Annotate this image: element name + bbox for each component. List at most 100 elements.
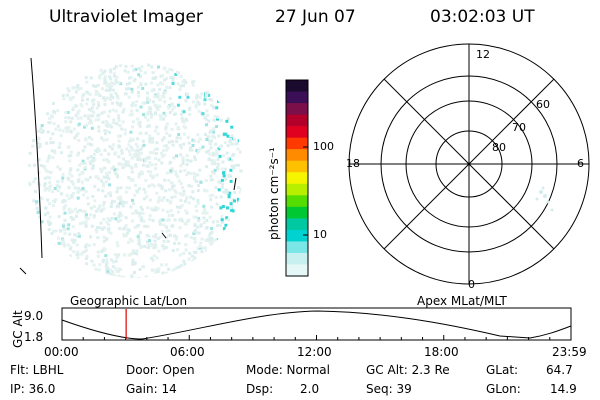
globe-pixel (226, 117, 230, 121)
globe-pixel (161, 149, 165, 153)
globe-pixel (67, 145, 71, 149)
globe-pixel (191, 259, 195, 263)
globe-pixel (56, 124, 60, 128)
globe-pixel (183, 199, 187, 203)
strip-x-ticks (61, 335, 572, 340)
globe-pixel (84, 213, 88, 217)
globe-pixel (229, 179, 233, 183)
globe-pixel (46, 211, 50, 215)
globe-pixel (138, 268, 142, 271)
globe-pixel (103, 69, 107, 73)
globe-pixel (96, 114, 100, 118)
globe-pixel (74, 113, 78, 117)
globe-pixel (115, 122, 119, 126)
globe-pixel (107, 230, 111, 234)
globe-pixel (177, 265, 181, 269)
globe-pixel (68, 96, 72, 100)
globe-pixel (162, 67, 166, 71)
globe-pixel (165, 131, 169, 135)
globe-pixel (153, 95, 157, 99)
globe-pixel (227, 195, 231, 199)
globe-pixel (135, 100, 139, 103)
globe-pixel (153, 243, 157, 247)
globe-pixel (117, 81, 121, 84)
globe-pixel (53, 200, 57, 203)
globe-pixel (125, 82, 129, 86)
globe-pixel (137, 237, 141, 241)
globe-pixel (197, 219, 201, 223)
globe-pixel (54, 197, 58, 201)
globe-pixel (84, 138, 88, 142)
globe-pixel (31, 144, 35, 148)
globe-pixel (134, 154, 138, 158)
globe-pixel (100, 111, 104, 115)
globe-pixel (156, 132, 160, 136)
globe-pixel (142, 219, 146, 223)
globe-pixel (51, 132, 55, 136)
globe-pixel (213, 168, 217, 172)
globe-pixel (226, 144, 230, 148)
globe-pixel (94, 85, 97, 89)
polar-diagonal-1 (383, 78, 555, 250)
globe-pixel (143, 244, 147, 248)
globe-pixel (204, 133, 207, 136)
globe-pixel (228, 174, 232, 178)
globe-pixel (48, 186, 52, 190)
globe-pixel (214, 195, 218, 199)
globe-pixel (96, 236, 100, 240)
globe-pixel (158, 105, 162, 108)
globe-pixel (101, 120, 105, 124)
globe-pixel (166, 105, 170, 109)
globe-pixel (192, 79, 196, 83)
globe-pixel (165, 229, 169, 233)
gain-status: Gain: 14 (126, 382, 177, 396)
globe-pixel (215, 202, 219, 206)
globe-pixel (212, 152, 216, 156)
globe-pixel (209, 174, 213, 178)
globe-pixel (109, 191, 113, 195)
globe-pixel (202, 204, 206, 208)
globe-pixel (136, 145, 140, 149)
globe-pixel (125, 186, 129, 190)
globe-pixel (150, 256, 153, 260)
globe-pixel (69, 209, 73, 213)
globe-pixel (80, 95, 84, 99)
globe-pixel (167, 179, 171, 182)
globe-pixel (124, 92, 128, 96)
globe-pixel (104, 75, 107, 79)
globe-pixel (70, 116, 74, 120)
globe-pixel (191, 138, 195, 142)
globe-pixel (159, 81, 163, 85)
globe-pixel (147, 63, 151, 67)
globe-pixel (130, 109, 134, 113)
globe-pixel (146, 225, 150, 229)
globe-pixel (104, 129, 108, 133)
globe-pixel (212, 238, 216, 242)
globe-pixel (236, 197, 240, 201)
globe-pixel (151, 71, 155, 75)
globe-pixel (48, 223, 51, 226)
globe-pixel (51, 155, 55, 159)
globe-pixel (168, 111, 172, 115)
globe-pixel (135, 189, 139, 193)
globe-pixel (64, 111, 68, 114)
globe-pixel (161, 185, 164, 189)
globe-pixel (227, 174, 231, 178)
globe-pixel (51, 140, 55, 144)
globe-pixel (208, 194, 212, 198)
globe-pixel (149, 110, 152, 114)
globe-pixel (205, 150, 209, 154)
globe-pixel (110, 273, 114, 277)
globe-pixel (229, 168, 233, 172)
globe-pixel (164, 90, 168, 94)
globe-pixel (116, 94, 119, 98)
globe-pixel (167, 106, 171, 110)
globe-pixel (148, 134, 152, 138)
globe-pixel (175, 136, 179, 140)
globe-pixel (178, 87, 182, 91)
globe-pixel (212, 118, 216, 122)
globe-pixel (84, 216, 88, 220)
globe-pixel (114, 65, 118, 69)
globe-pixel (169, 160, 173, 164)
globe-pixel (124, 216, 128, 220)
